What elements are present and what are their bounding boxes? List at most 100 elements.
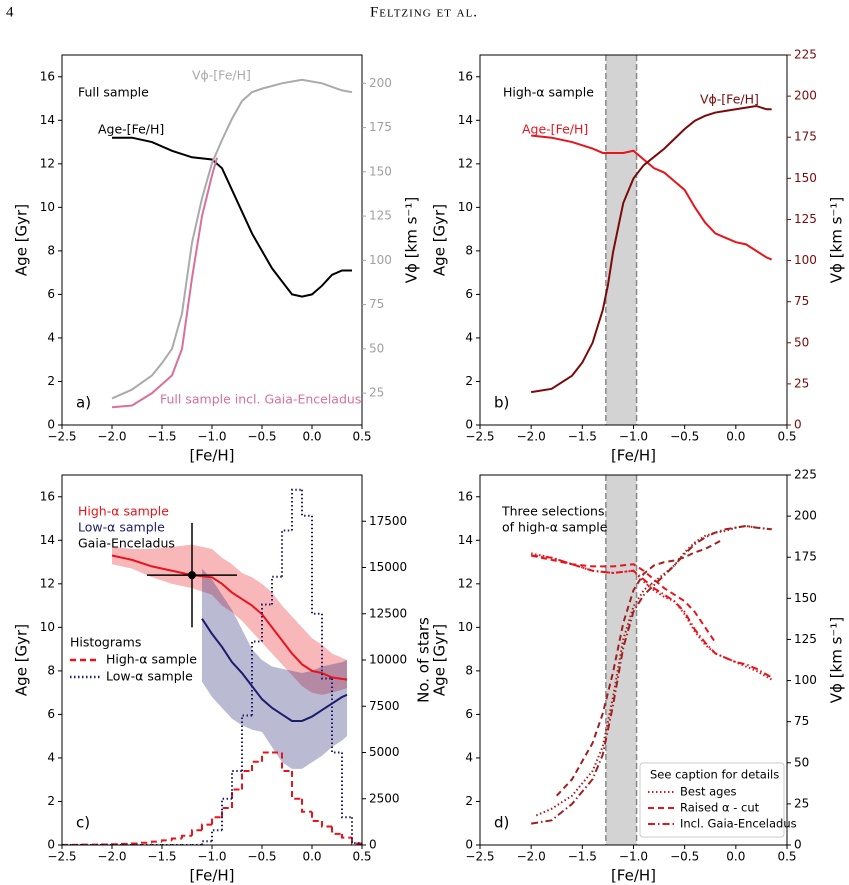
histogram-bin [211,829,222,842]
y2-tick-label: 25 [794,796,809,810]
y2-tick-label: 150 [794,591,817,605]
y2-tick-label: 0 [794,418,802,432]
histogram-bin [211,816,222,825]
y2-tick-label: 75 [794,714,809,728]
legend-label: High-α sample [78,504,169,519]
y-tick-label: 2 [47,794,55,808]
line [531,554,773,679]
y2-tick-label: 50 [794,335,809,349]
point [188,571,196,580]
histogram-bin [191,829,202,836]
y2-tick-label: 100 [794,673,817,687]
y-tick-label: 0 [47,418,55,432]
y-tick-label: 14 [40,113,55,127]
series-label: Age-[Fe/H] [98,122,164,137]
y-tick-label: 0 [465,838,473,852]
x-tick-label: 0.0 [726,850,745,864]
histogram-bin [281,752,292,772]
annotation: of high-α sample [502,520,608,535]
y-tick-label: 10 [40,200,55,214]
histogram-bin [251,640,262,716]
y-tick-label: 4 [465,330,473,344]
x-tick-label: −0.5 [247,850,276,864]
legend-label: Low-α sample [106,669,193,684]
histogram-bin [301,798,312,813]
y2-tick-label: 12500 [369,606,407,620]
y2-tick-label: 175 [369,120,392,134]
y-tick-label: 10 [40,620,55,634]
histogram-bin [351,817,362,845]
line [531,524,772,825]
running-head: Feltzing et al. [370,4,478,20]
y-tick-label: 16 [40,69,55,83]
y2-tick-label: 150 [369,164,392,178]
y2-axis-label: Vϕ [km s⁻¹] [828,197,846,283]
y-tick-label: 10 [458,200,473,214]
histogram-bin [291,488,302,531]
y2-tick-label: 0 [369,838,377,852]
y-tick-label: 12 [458,156,473,170]
y2-tick-label: 17500 [369,514,407,528]
histogram-bin [321,820,332,828]
x-tick-label: −2.5 [465,850,494,864]
x-tick-label: −1.5 [568,430,597,444]
x-tick-label: −2.0 [517,850,546,864]
histogram-bin [311,515,322,615]
y2-tick-label: 50 [369,341,384,355]
panel-label: d) [494,814,509,832]
x-tick-label: −2.5 [47,850,76,864]
x-tick-label: −2.5 [47,430,76,444]
x-tick-label: −1.5 [147,430,176,444]
panel: −2.5 −2.0 −1.5 −1.0 −0.5 0.0 0.5 0 2 4 6 8 10 12 14 16 2… [13,54,421,465]
legend-label: High-α sample [106,652,197,667]
line [112,136,352,298]
x-tick-label: −2.0 [97,850,126,864]
line [556,539,721,797]
x-tick-label: 0.0 [726,430,745,444]
annotation: High-α sample [503,85,594,100]
histogram-bin [271,575,282,605]
y2-tick-label: 225 [794,48,817,62]
line [111,78,353,400]
histogram-bin [221,807,232,818]
plot-area [111,78,353,409]
y2-tick-label: 7500 [369,699,400,713]
legend-label: Low-α sample [78,520,165,535]
histogram-bin [171,837,182,841]
y2-tick-label: 125 [794,212,817,226]
legend-title: Histograms [70,635,141,650]
series-label: Age-[Fe/H] [522,122,588,137]
line [531,104,772,394]
y-tick-label: 16 [40,489,55,503]
histogram-bin [311,811,322,822]
x-tick-label: −1.0 [197,850,226,864]
annotation: Full sample [78,85,149,100]
x-tick-label: −0.5 [670,850,699,864]
x-tick-label: −1.5 [147,850,176,864]
x-tick-label: 0.0 [302,430,321,444]
legend-title: See caption for details [650,768,779,782]
y-tick-label: 10 [458,620,473,634]
line [535,524,772,817]
y2-tick-label: 2500 [369,791,400,805]
y-tick-label: 4 [47,330,55,344]
y2-tick-label: 125 [794,632,817,646]
x-tick-label: −0.5 [247,430,276,444]
x-tick-label: −2.0 [517,430,546,444]
axes-frame [61,54,363,426]
series-label: Full sample incl. Gaia-Enceladus [160,392,361,407]
y2-tick-label: 150 [794,171,817,185]
histogram-bin [281,529,292,577]
histogram-bin [331,826,342,835]
y-tick-label: 2 [465,794,473,808]
y-tick-label: 6 [47,287,55,301]
panel: −2.5 −2.0 −1.5 −1.0 −0.5 0.0 0.502468101214160… [13,474,433,885]
y2-tick-label: 10000 [369,653,407,667]
x-axis-label: [Fe/H] [611,447,656,465]
histogram-bin [201,840,212,845]
y-tick-label: 14 [40,533,55,547]
y-tick-label: 6 [465,707,473,721]
y-tick-label: 0 [465,418,473,432]
line [111,157,218,409]
y-tick-label: 8 [465,663,473,677]
